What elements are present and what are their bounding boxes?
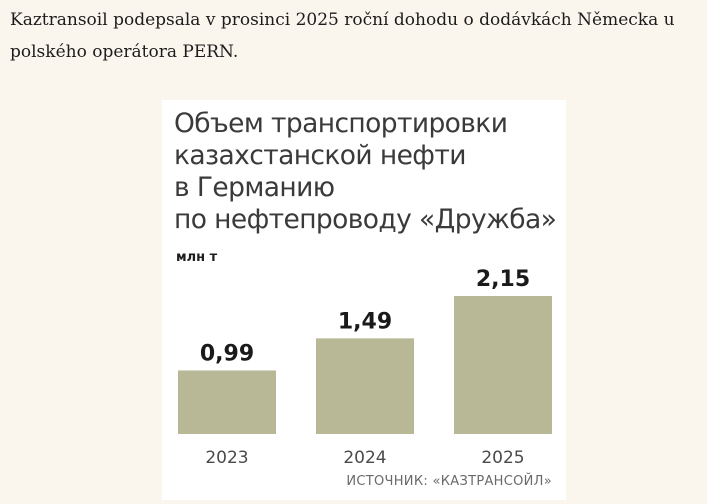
unit-label: млн т bbox=[176, 250, 218, 265]
chart-title-line: по нефтепроводу «Дружба» bbox=[174, 204, 557, 235]
source-note: ИСТОЧНИК: «КАЗТРАНСОЙЛ» bbox=[346, 474, 552, 489]
data-label-2024: 1,49 bbox=[338, 309, 392, 334]
x-tick-label-2025: 2025 bbox=[481, 448, 524, 468]
bar-2023 bbox=[178, 370, 276, 434]
bar-chart: 0,99 2023 1,49 2024 2,15 2025 bbox=[178, 267, 552, 468]
x-tick-label-2024: 2024 bbox=[343, 448, 386, 468]
chart-title-line: в Германию bbox=[174, 172, 335, 203]
data-label-2025: 2,15 bbox=[476, 267, 530, 292]
chart-card: Объем транспортировки казахстанской нефт… bbox=[162, 100, 566, 500]
chart-title-line: казахстанской нефти bbox=[174, 140, 466, 171]
bar-2025 bbox=[454, 296, 552, 434]
chart-title-line: Объем транспортировки bbox=[174, 108, 508, 139]
data-label-2023: 0,99 bbox=[200, 341, 254, 366]
chart-title: Объем транспортировки казахстанской нефт… bbox=[174, 108, 566, 236]
x-tick-label-2023: 2023 bbox=[205, 448, 248, 468]
article-caption: Kaztransoil podepsala v prosinci 2025 ro… bbox=[10, 10, 675, 62]
bar-2024 bbox=[316, 338, 414, 434]
